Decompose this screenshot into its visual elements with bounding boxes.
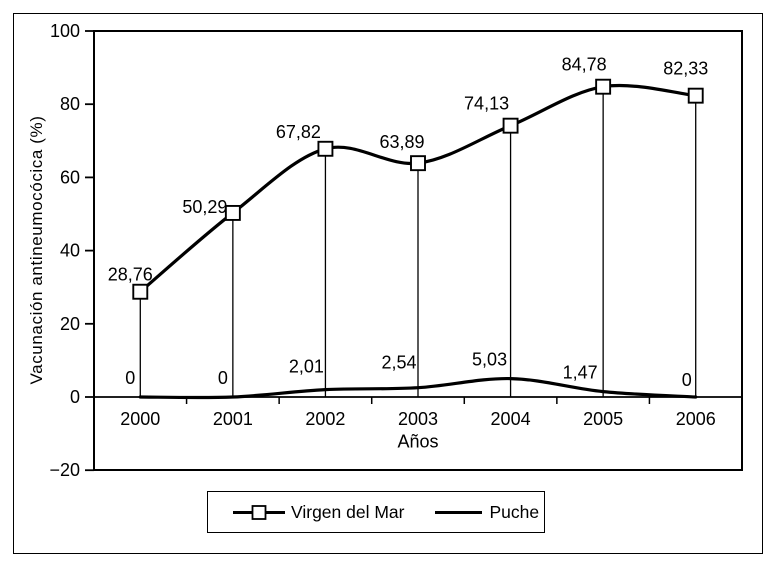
y-axis-tick-label: 100 — [50, 21, 80, 41]
x-axis-title: Años — [397, 431, 439, 452]
data-point-marker — [224, 204, 241, 221]
data-label: 0 — [218, 368, 228, 388]
data-point-marker — [410, 155, 426, 172]
data-point-marker — [317, 140, 334, 157]
data-label: 0 — [682, 370, 692, 390]
y-axis-title: Vacunación antineumocócica (%) — [27, 115, 46, 385]
x-axis-tick-label: 2004 — [491, 409, 531, 429]
y-axis-tick-label: 80 — [60, 94, 80, 114]
legend-line-icon — [434, 504, 482, 521]
x-axis-tick-label: 2001 — [213, 409, 253, 429]
x-axis-tick-label: 2002 — [305, 409, 345, 429]
data-label: 0 — [125, 368, 135, 388]
data-label: 2,54 — [381, 353, 416, 373]
data-label: 50,29 — [182, 197, 227, 217]
data-label: 84,78 — [562, 55, 607, 75]
x-axis-tick-label: 2005 — [583, 409, 623, 429]
data-label: 82,33 — [663, 59, 708, 79]
legend-box: Virgen del Mar Puche — [207, 491, 545, 533]
data-label: 67,82 — [276, 122, 321, 142]
x-axis-tick-label: 2003 — [398, 409, 438, 429]
y-axis-tick-label: −20 — [49, 460, 80, 480]
data-label: 74,13 — [464, 94, 509, 114]
data-label: 1,47 — [563, 363, 598, 383]
y-axis-tick-label: 40 — [60, 241, 80, 261]
data-point-marker — [687, 87, 704, 104]
data-label: 63,89 — [379, 132, 424, 152]
legend-line-square-icon — [233, 504, 285, 521]
figure-border — [13, 13, 763, 554]
data-point-marker — [502, 117, 519, 134]
data-label: 2,01 — [289, 357, 324, 377]
x-axis-tick-label: 2006 — [676, 409, 716, 429]
legend-label-puche: Puche — [489, 501, 540, 522]
x-axis-tick-label: 2000 — [120, 409, 160, 429]
data-point-marker — [595, 78, 612, 95]
series-line-puche — [138, 376, 698, 400]
y-axis-tick-label: 20 — [60, 314, 80, 334]
data-point-marker — [132, 283, 149, 300]
data-label: 5,03 — [472, 350, 507, 370]
y-axis-tick-label: 0 — [70, 387, 80, 407]
y-axis-tick-label: 60 — [60, 167, 80, 187]
legend-label-virgen-del-mar: Virgen del Mar — [291, 501, 405, 522]
data-label: 28,76 — [108, 265, 153, 285]
